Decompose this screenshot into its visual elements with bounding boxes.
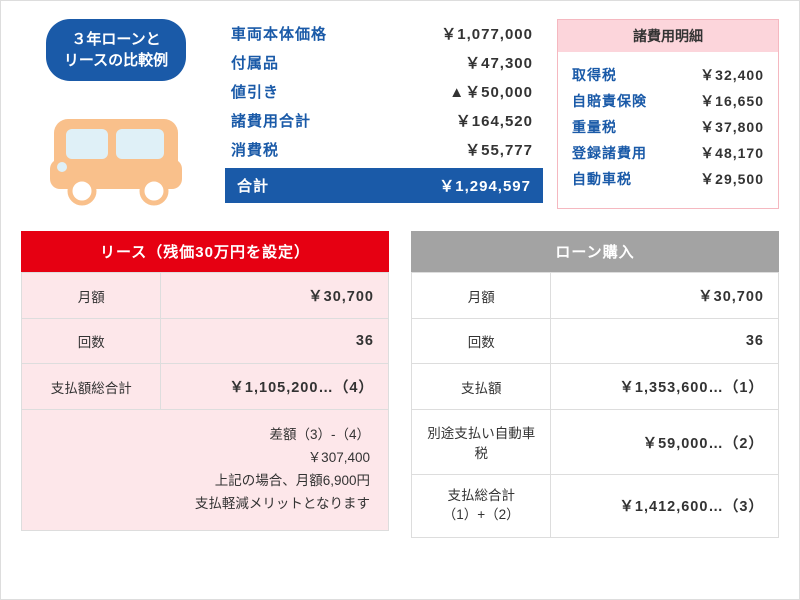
row-label: 支払額総合計 <box>22 364 161 410</box>
fees-body: 取得税 ￥32,400 自賠責保険 ￥16,650 重量税 ￥37,800 登録… <box>558 52 778 202</box>
price-label: 諸費用合計 <box>231 110 311 131</box>
row-label: 支払額 <box>412 364 551 410</box>
note-l1: 差額（3）-（4） <box>269 427 370 442</box>
fees-row: 自賠責保険 ￥16,650 <box>572 88 764 114</box>
top-section: ３年ローンと リースの比較例 車 <box>21 19 779 209</box>
price-label: 車両本体価格 <box>231 23 327 44</box>
row-label: 支払総合計（1）+（2） <box>412 475 551 538</box>
row-label: 回数 <box>412 319 551 364</box>
fees-row: 重量税 ￥37,800 <box>572 114 764 140</box>
loan-header: ローン購入 <box>411 231 779 272</box>
table-row: 別途支払い自動車税 ￥59,000…（2） <box>412 410 779 475</box>
table-row: 支払額総合計 ￥1,105,200…（4） <box>22 364 389 410</box>
lease-header: リース（残価30万円を設定） <box>21 231 389 272</box>
fees-value: ￥48,170 <box>700 143 764 163</box>
note-l3: 上記の場合、月額6,900円 <box>215 473 370 488</box>
price-row: 値引き ▲￥50,000 <box>225 77 543 106</box>
price-row: 付属品 ￥47,300 <box>225 48 543 77</box>
note-l2: ￥307,400 <box>308 450 370 465</box>
fees-value: ￥16,650 <box>700 91 764 111</box>
price-label: 付属品 <box>231 52 279 73</box>
lease-footer-note: 差額（3）-（4） ￥307,400 上記の場合、月額6,900円 支払軽減メリ… <box>22 410 389 531</box>
lease-panel: リース（残価30万円を設定） 月額 ￥30,700 回数 36 支払額総合計 ￥… <box>21 231 389 538</box>
row-value: ￥30,700 <box>551 273 779 319</box>
table-row: 差額（3）-（4） ￥307,400 上記の場合、月額6,900円 支払軽減メリ… <box>22 410 389 531</box>
title-pill: ３年ローンと リースの比較例 <box>46 19 186 81</box>
fees-row: 取得税 ￥32,400 <box>572 62 764 88</box>
price-list: 車両本体価格 ￥1,077,000 付属品 ￥47,300 値引き ▲￥50,0… <box>225 19 543 209</box>
price-row: 車両本体価格 ￥1,077,000 <box>225 19 543 48</box>
row-label: 月額 <box>22 273 161 319</box>
row-value: ￥59,000…（2） <box>551 410 779 475</box>
fees-panel: 諸費用明細 取得税 ￥32,400 自賠責保険 ￥16,650 重量税 ￥37,… <box>557 19 779 209</box>
fees-header: 諸費用明細 <box>558 20 778 52</box>
fees-label: 登録諸費用 <box>572 143 647 163</box>
price-row: 消費税 ￥55,777 <box>225 135 543 164</box>
fees-value: ￥32,400 <box>700 65 764 85</box>
comparison-section: リース（残価30万円を設定） 月額 ￥30,700 回数 36 支払額総合計 ￥… <box>21 231 779 538</box>
fees-label: 重量税 <box>572 117 617 137</box>
row-value: ￥1,353,600…（1） <box>551 364 779 410</box>
row-label: 月額 <box>412 273 551 319</box>
total-value: ￥1,294,597 <box>439 175 531 196</box>
lease-table: 月額 ￥30,700 回数 36 支払額総合計 ￥1,105,200…（4） 差… <box>21 272 389 531</box>
loan-table: 月額 ￥30,700 回数 36 支払額 ￥1,353,600…（1） 別途支払… <box>411 272 779 538</box>
fees-value: ￥29,500 <box>700 169 764 189</box>
table-row: 回数 36 <box>22 319 389 364</box>
price-row: 諸費用合計 ￥164,520 <box>225 106 543 135</box>
fees-value: ￥37,800 <box>700 117 764 137</box>
price-value: ￥164,520 <box>456 110 533 131</box>
price-value: ▲￥50,000 <box>449 81 533 102</box>
row-label: 別途支払い自動車税 <box>412 410 551 475</box>
fees-label: 自動車税 <box>572 169 632 189</box>
table-row: 支払総合計（1）+（2） ￥1,412,600…（3） <box>412 475 779 538</box>
total-label: 合計 <box>237 175 269 196</box>
table-row: 月額 ￥30,700 <box>412 273 779 319</box>
row-value: ￥1,105,200…（4） <box>161 364 389 410</box>
note-l4: 支払軽減メリットとなります <box>195 496 370 511</box>
fees-label: 自賠責保険 <box>572 91 647 111</box>
title-line2: リースの比較例 <box>64 52 168 69</box>
loan-panel: ローン購入 月額 ￥30,700 回数 36 支払額 ￥1,353,600…（1… <box>411 231 779 538</box>
row-value: 36 <box>551 319 779 364</box>
price-value: ￥47,300 <box>465 52 533 73</box>
price-total: 合計 ￥1,294,597 <box>225 168 543 203</box>
table-row: 月額 ￥30,700 <box>22 273 389 319</box>
price-label: 消費税 <box>231 139 279 160</box>
row-value: ￥30,700 <box>161 273 389 319</box>
row-label: 回数 <box>22 319 161 364</box>
fees-row: 自動車税 ￥29,500 <box>572 166 764 192</box>
car-icon <box>36 89 196 209</box>
row-value: 36 <box>161 319 389 364</box>
title-line1: ３年ローンと <box>71 31 160 48</box>
table-row: 回数 36 <box>412 319 779 364</box>
table-row: 支払額 ￥1,353,600…（1） <box>412 364 779 410</box>
price-value: ￥1,077,000 <box>441 23 533 44</box>
row-value: ￥1,412,600…（3） <box>551 475 779 538</box>
fees-label: 取得税 <box>572 65 617 85</box>
fees-row: 登録諸費用 ￥48,170 <box>572 140 764 166</box>
title-and-car: ３年ローンと リースの比較例 <box>21 19 211 209</box>
price-value: ￥55,777 <box>465 139 533 160</box>
price-label: 値引き <box>231 81 279 102</box>
